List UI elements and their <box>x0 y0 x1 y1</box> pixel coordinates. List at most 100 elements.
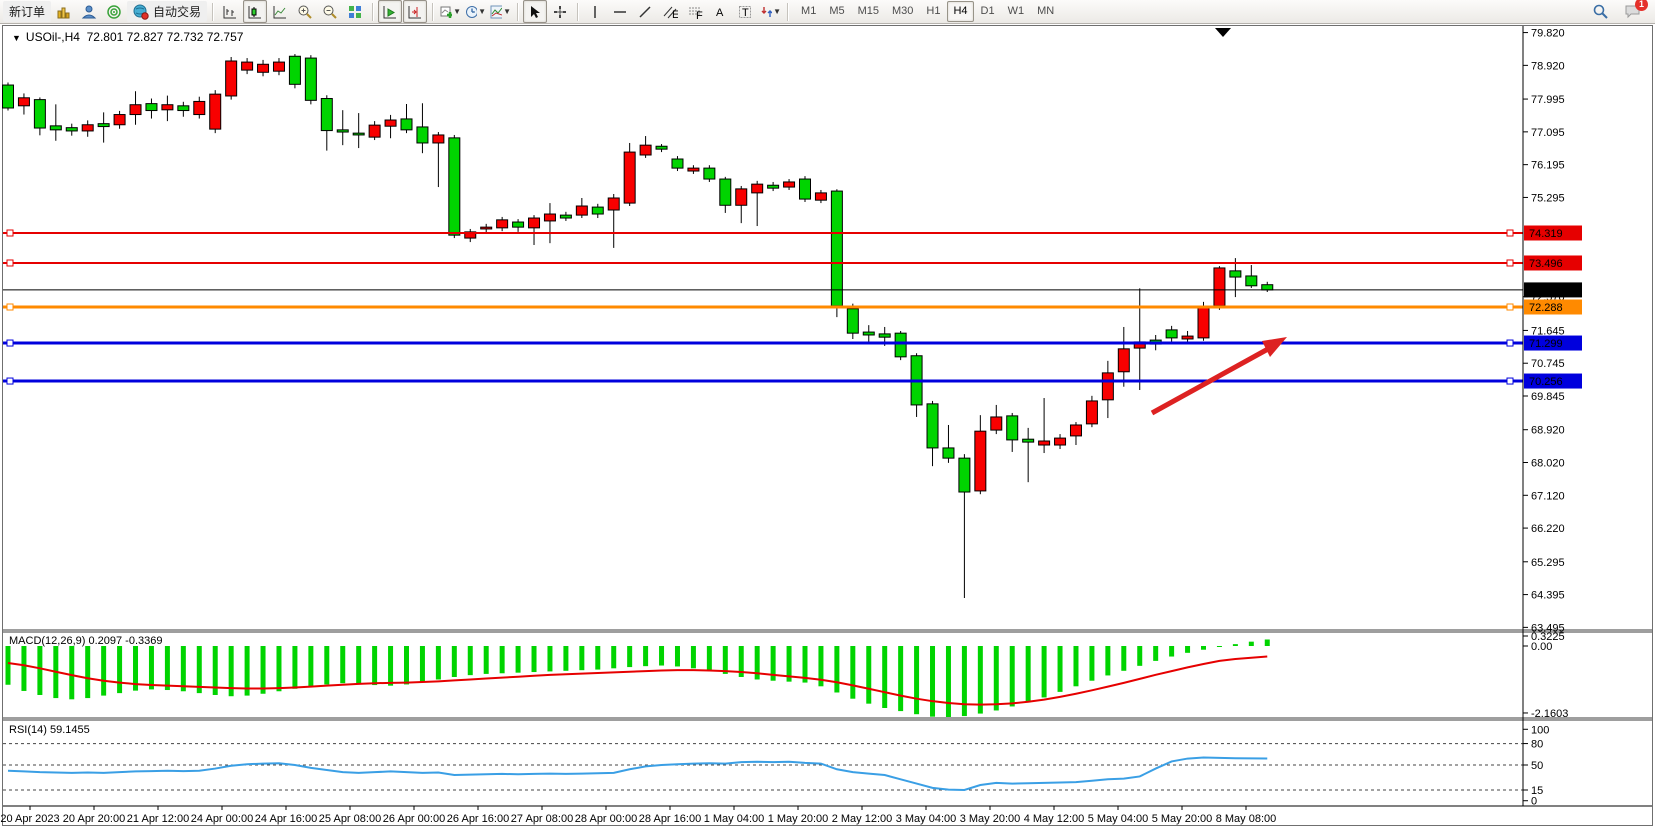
market-watch-button[interactable] <box>52 0 76 23</box>
svg-text:T: T <box>742 7 749 19</box>
horizontal-line-button[interactable] <box>608 0 632 23</box>
new-order-button[interactable]: 新订单 <box>3 1 52 22</box>
svg-text:68.920: 68.920 <box>1531 425 1565 437</box>
chart-shift-button[interactable] <box>403 0 428 23</box>
svg-text:73.496: 73.496 <box>1529 258 1563 270</box>
trendline-button[interactable] <box>633 0 657 23</box>
svg-text:70.256: 70.256 <box>1529 376 1563 388</box>
chevron-down-icon: ▼ <box>503 7 512 16</box>
search-icon <box>1593 4 1608 19</box>
globe-icon <box>133 4 149 20</box>
timeframe-button-h1[interactable]: H1 <box>926 5 941 17</box>
fibonacci-button[interactable]: F <box>683 0 707 23</box>
timeframe-button-mn[interactable]: MN <box>1037 5 1055 17</box>
new-chart-button[interactable]: ▼ <box>438 0 462 23</box>
rsi-layer <box>3 743 1523 792</box>
zoom-out-button[interactable] <box>318 0 342 23</box>
vertical-line-button[interactable] <box>583 0 607 23</box>
svg-text:71.645: 71.645 <box>1531 325 1565 337</box>
svg-text:75.295: 75.295 <box>1531 192 1565 204</box>
profiles-button[interactable]: ▼ <box>463 0 487 23</box>
zoom-in-icon <box>298 5 312 19</box>
signal-icon <box>107 4 121 19</box>
notifications-button[interactable]: 1 <box>1620 0 1648 23</box>
chevron-down-icon: ▼ <box>478 7 487 16</box>
text-label-icon: T <box>739 5 752 19</box>
bar-chart-button[interactable] <box>218 0 242 23</box>
toolbar-separator <box>577 2 579 21</box>
indicators-button[interactable]: ▼ <box>488 0 512 23</box>
svg-text:0.00: 0.00 <box>1531 641 1552 653</box>
price-axis-layer[interactable]: 79.82078.92077.99577.09576.19575.29572.5… <box>1523 28 1568 808</box>
chart-window <box>2 25 1653 826</box>
auto-scroll-button[interactable] <box>378 0 403 23</box>
data-window-button[interactable] <box>77 0 101 23</box>
ohlc-values: 72.801 72.827 72.732 72.757 <box>86 30 244 44</box>
svg-text:27 Apr 08:00: 27 Apr 08:00 <box>511 813 573 825</box>
svg-text:3 May 20:00: 3 May 20:00 <box>960 813 1021 825</box>
gold-bars-icon <box>57 7 70 18</box>
text-icon: A <box>716 7 724 19</box>
svg-text:A: A <box>716 7 724 19</box>
navigator-button[interactable] <box>102 0 126 23</box>
toolbar-separator <box>787 2 789 21</box>
cursor-button[interactable] <box>523 0 548 23</box>
auto-trading-button[interactable]: 自动交易 <box>127 1 208 22</box>
svg-text:72.757: 72.757 <box>1529 285 1563 297</box>
arrows-button[interactable]: ▼ <box>758 0 782 23</box>
zoom-in-button[interactable] <box>293 0 317 23</box>
svg-text:77.095: 77.095 <box>1531 127 1565 139</box>
svg-text:8 May 08:00: 8 May 08:00 <box>1216 813 1277 825</box>
date-axis-layer[interactable]: 20 Apr 2023 20 Apr 20:00 21 Apr 12:00 24 Ap… <box>0 806 1276 825</box>
timeframe-button-m30[interactable]: M30 <box>892 5 914 17</box>
timeframe-button-m15[interactable]: M15 <box>857 5 879 17</box>
svg-text:28 Apr 00:00: 28 Apr 00:00 <box>575 813 637 825</box>
candlestick-chart-button[interactable] <box>243 0 268 23</box>
level-lines-layer <box>3 229 1523 385</box>
toolbar-separator <box>517 2 519 21</box>
price-tags-layer: 74.319 73.496 72.757 72.288 71.299 70.256 <box>1524 225 1582 389</box>
chevron-down-icon: ▼ <box>773 7 782 16</box>
timeframe-button-m1[interactable]: M1 <box>801 5 817 17</box>
svg-text:67.120: 67.120 <box>1531 490 1565 502</box>
toolbar-right: 1 <box>1588 0 1652 23</box>
search-button[interactable] <box>1588 0 1612 23</box>
svg-text:-2.1603: -2.1603 <box>1531 708 1568 720</box>
tile-windows-button[interactable] <box>343 0 367 23</box>
toolbar-separator <box>212 2 214 21</box>
text-button[interactable]: A <box>708 0 732 23</box>
timeframe-button-w1[interactable]: W1 <box>1007 5 1025 17</box>
auto-scroll-icon <box>383 5 397 18</box>
tile-windows-icon <box>349 5 362 18</box>
channel-button[interactable]: E <box>658 0 682 23</box>
collapse-triangle-icon[interactable]: ▼ <box>12 33 21 43</box>
svg-text:68.020: 68.020 <box>1531 458 1565 470</box>
svg-text:65.295: 65.295 <box>1531 557 1565 569</box>
line-chart-button[interactable] <box>268 0 292 23</box>
trend-arrow-annotation[interactable] <box>1150 337 1287 416</box>
svg-text:5 May 20:00: 5 May 20:00 <box>1152 813 1213 825</box>
timeframe-button-m5[interactable]: M5 <box>829 5 845 17</box>
notification-badge: 1 <box>1635 0 1648 11</box>
macd-layer <box>5 639 1270 717</box>
arrows-icon <box>761 6 773 17</box>
clock-icon <box>466 5 478 18</box>
toolbar: 新订单 自动交易 <box>0 0 1655 24</box>
svg-text:25 Apr 08:00: 25 Apr 08:00 <box>319 813 381 825</box>
svg-text:F: F <box>696 10 703 20</box>
svg-text:79.820: 79.820 <box>1531 28 1565 40</box>
text-label-button[interactable]: T <box>733 0 757 23</box>
crosshair-button[interactable] <box>548 0 572 23</box>
svg-text:20 Apr 20:00: 20 Apr 20:00 <box>63 813 125 825</box>
timeframe-button-h4[interactable]: H4 <box>947 1 974 22</box>
timeframe-button-d1[interactable]: D1 <box>980 5 995 17</box>
toolbar-separator <box>432 2 434 21</box>
svg-text:76.195: 76.195 <box>1531 160 1565 172</box>
svg-text:78.920: 78.920 <box>1531 60 1565 72</box>
chevron-down-icon: ▼ <box>453 7 462 16</box>
bar-chart-icon <box>223 5 237 18</box>
trendline-icon <box>639 5 651 18</box>
svg-text:E: E <box>672 9 678 20</box>
zoom-out-icon <box>323 5 337 19</box>
